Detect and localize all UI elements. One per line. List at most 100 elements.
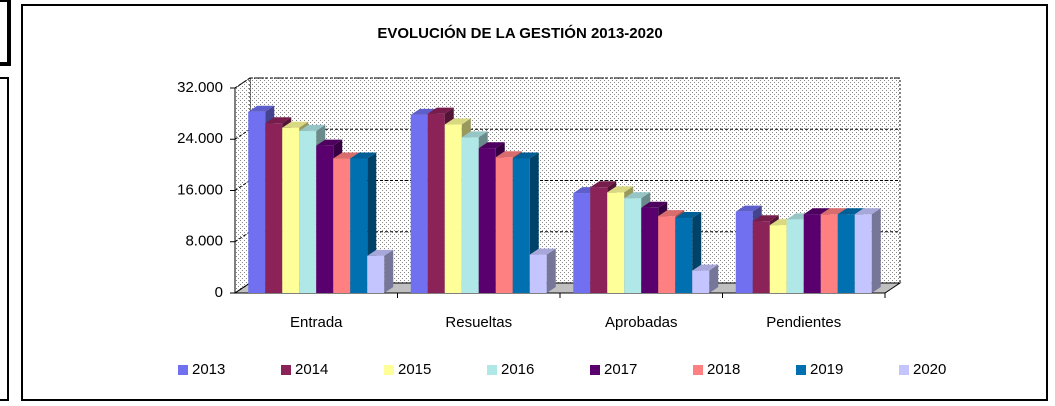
bar-top — [444, 118, 471, 125]
bar — [573, 193, 591, 293]
grid-line — [234, 77, 251, 89]
bar-top — [410, 108, 437, 115]
bar — [316, 145, 334, 293]
grid-line — [234, 231, 251, 243]
side-panel — [0, 77, 9, 401]
bar — [607, 192, 625, 293]
bar — [512, 158, 530, 293]
grid-line — [234, 128, 251, 140]
bar — [658, 216, 676, 293]
bar — [410, 114, 428, 293]
grid-line — [234, 282, 251, 294]
x-tick-label: Pendientes — [766, 314, 841, 331]
legend-label: 2019 — [810, 361, 843, 378]
bar — [769, 225, 787, 293]
legend-swatch — [178, 365, 188, 375]
bar-top — [820, 208, 847, 215]
bar-top — [427, 107, 454, 114]
bar-top — [641, 201, 668, 208]
bar — [282, 127, 300, 293]
legend-label: 2013 — [192, 361, 225, 378]
bar — [786, 219, 804, 293]
bar — [299, 130, 317, 293]
y-tick-label: 0 — [215, 284, 223, 301]
bar-top — [692, 264, 719, 271]
x-tick-label: Resueltas — [445, 314, 512, 331]
bar-top — [367, 249, 394, 256]
bar-top — [316, 139, 343, 146]
legend-swatch — [590, 365, 600, 375]
bar-top — [248, 105, 275, 112]
legend-label: 2014 — [295, 361, 328, 378]
bar — [265, 123, 283, 293]
y-tick-label: 8.000 — [185, 233, 223, 250]
bar — [333, 158, 351, 293]
bar — [837, 214, 855, 293]
bar-top — [624, 192, 651, 199]
bar-top — [495, 151, 522, 158]
bar-top — [854, 208, 881, 215]
side-panel — [0, 0, 11, 66]
bar — [735, 211, 753, 293]
bar — [248, 111, 266, 293]
bar-top — [478, 142, 505, 149]
bar-top — [752, 215, 779, 222]
bar-top — [333, 152, 360, 159]
grid-line — [234, 180, 251, 191]
side-wall — [234, 77, 251, 294]
bar-side — [709, 264, 719, 293]
y-tick-label: 16.000 — [177, 181, 223, 198]
bar-top — [512, 152, 539, 159]
bar — [461, 137, 479, 293]
x-tick-label: Aprobadas — [605, 314, 678, 331]
legend-label: 2015 — [398, 361, 431, 378]
bar — [624, 198, 642, 293]
bar — [854, 214, 872, 293]
bar — [495, 157, 513, 293]
bar — [590, 187, 608, 293]
bar-top — [350, 152, 377, 159]
bar — [367, 255, 385, 293]
legend-swatch — [281, 365, 291, 375]
x-tick-label: Entrada — [290, 314, 343, 331]
bar — [641, 207, 659, 293]
bar — [675, 218, 693, 293]
bar-side — [546, 248, 556, 293]
legend-label: 2020 — [913, 361, 946, 378]
bar-top — [803, 208, 830, 215]
legend-label: 2017 — [604, 361, 637, 378]
bar-top — [265, 117, 292, 124]
bar-side — [871, 208, 881, 293]
legend-swatch — [693, 365, 703, 375]
bar — [478, 148, 496, 293]
bar-top — [837, 208, 864, 215]
bar-top — [299, 124, 326, 131]
bar-side — [384, 249, 394, 293]
chart-title: EVOLUCIÓN DE LA GESTIÓN 2013-2020 — [377, 24, 662, 42]
bar — [752, 221, 770, 293]
y-tick-label: 32.000 — [177, 79, 223, 96]
bar — [529, 254, 547, 293]
legend-swatch — [796, 365, 806, 375]
bar-top — [461, 131, 488, 138]
bar-top — [282, 121, 309, 128]
bar — [803, 214, 821, 293]
bar-top — [658, 210, 685, 217]
bar — [820, 214, 838, 293]
bar-top — [607, 186, 634, 193]
legend-swatch — [899, 365, 909, 375]
legend-label: 2018 — [707, 361, 740, 378]
legend-swatch — [487, 365, 497, 375]
legend-swatch — [384, 365, 394, 375]
bar-top — [735, 205, 762, 212]
bar-top — [675, 212, 702, 219]
y-tick-label: 24.000 — [177, 130, 223, 147]
legend-label: 2016 — [501, 361, 534, 378]
bar — [427, 113, 445, 293]
bar-top — [590, 181, 617, 188]
bar — [692, 270, 710, 293]
bar — [444, 124, 462, 293]
bar-top — [529, 248, 556, 255]
bar — [350, 158, 368, 293]
